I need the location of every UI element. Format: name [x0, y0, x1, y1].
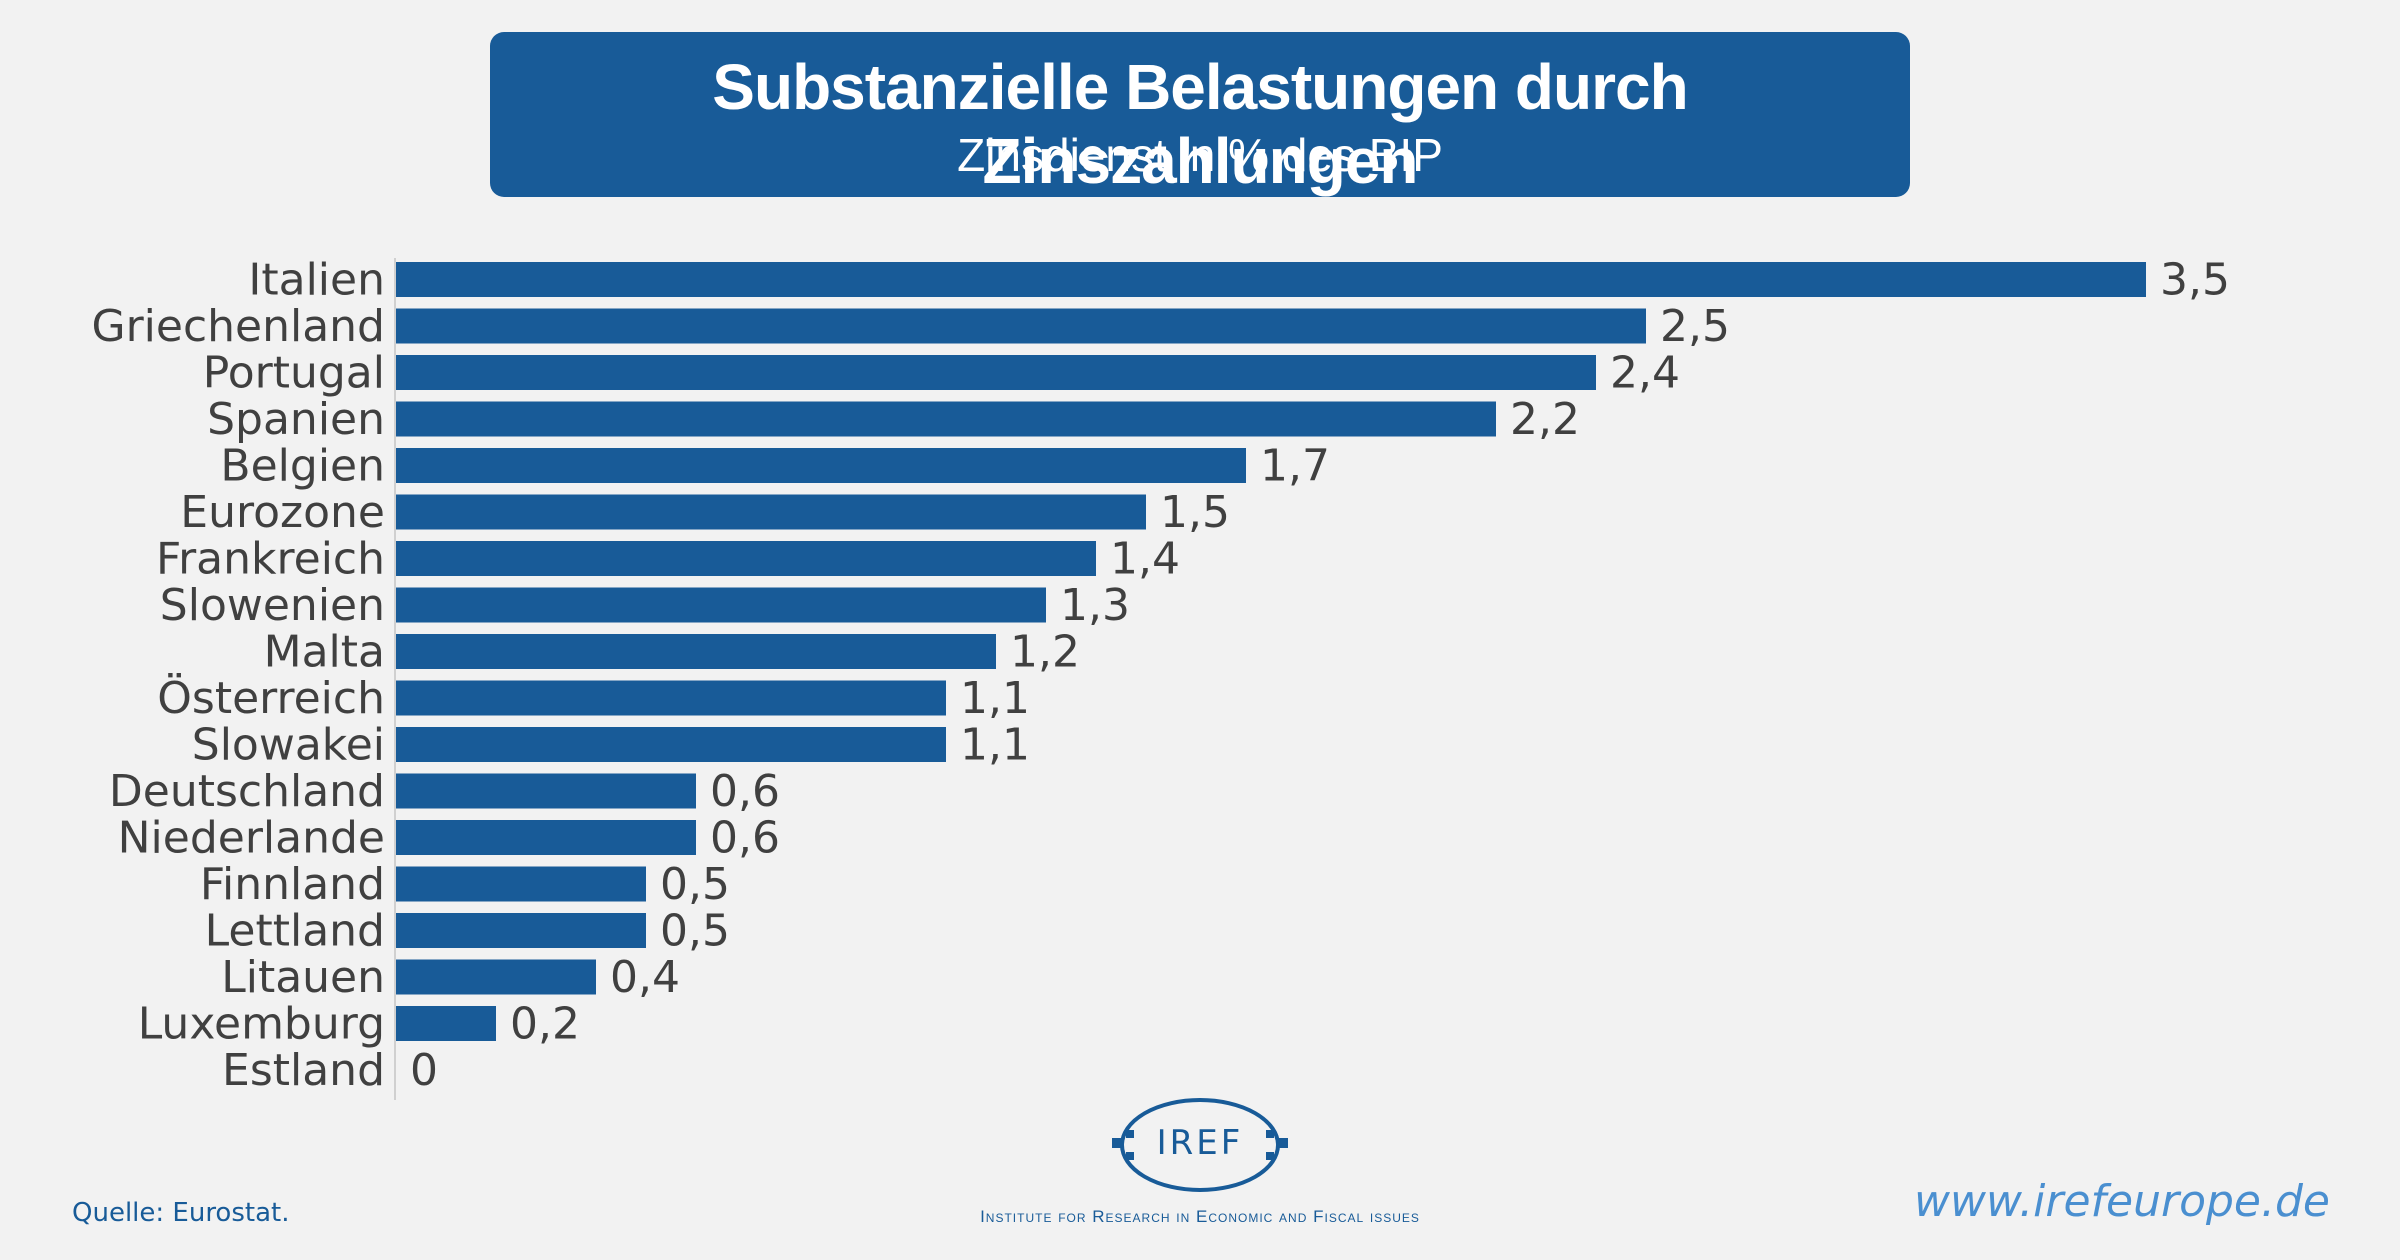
value-label: 1,4 [1110, 534, 1180, 585]
bar-slowakei [396, 727, 946, 762]
bar-deutschland [396, 773, 696, 809]
bar-malta [396, 634, 996, 669]
category-label: Griechenland [91, 301, 385, 352]
category-label: Österreich [157, 672, 385, 724]
value-label: 0,5 [660, 906, 730, 957]
category-label: Frankreich [156, 534, 385, 585]
category-label: Belgien [220, 441, 385, 492]
logo-ellipse-icon [1112, 1098, 1288, 1192]
value-label: 1,1 [960, 720, 1030, 771]
bar-österreich [396, 680, 946, 716]
bar-lettland [396, 913, 646, 948]
value-label: 1,7 [1260, 441, 1330, 492]
institute-name: Institute for Research in Economic and F… [980, 1207, 1420, 1226]
value-label: 2,4 [1610, 348, 1680, 399]
value-label: 1,2 [1010, 627, 1080, 678]
website-link[interactable]: www.irefeurope.de [1914, 1176, 2330, 1227]
category-label: Slowakei [192, 720, 385, 771]
value-label: 1,5 [1160, 487, 1230, 538]
category-label: Malta [264, 627, 385, 678]
bar-slowenien [396, 587, 1046, 623]
category-label: Portugal [203, 348, 385, 399]
bar-portugal [396, 355, 1596, 390]
category-label: Litauen [221, 952, 385, 1003]
value-label: 0,4 [610, 952, 680, 1003]
category-label: Finnland [200, 859, 385, 910]
value-label: 3,5 [2160, 255, 2230, 306]
category-label: Estland [222, 1045, 385, 1096]
title-banner: Substanzielle Belastungen durch Zinszahl… [490, 32, 1910, 197]
bar-niederlande [396, 820, 696, 855]
category-label: Niederlande [118, 813, 385, 864]
value-label: 1,3 [1060, 580, 1130, 631]
value-label: 1,1 [960, 673, 1030, 724]
bar-griechenland [396, 308, 1646, 344]
bar-finnland [396, 866, 646, 902]
value-label: 0 [410, 1045, 438, 1096]
bar-litauen [396, 959, 596, 995]
bar-eurozone [396, 494, 1146, 530]
value-label: 0,2 [510, 999, 580, 1050]
bar-luxemburg [396, 1006, 496, 1041]
chart-title: Substanzielle Belastungen durch Zinszahl… [712, 51, 1688, 197]
value-label: 2,2 [1510, 394, 1580, 445]
bar-spanien [396, 401, 1496, 437]
category-label: Deutschland [109, 766, 385, 817]
value-label: 2,5 [1660, 301, 1730, 352]
value-label: 0,6 [710, 813, 780, 864]
category-label: Spanien [207, 394, 385, 445]
category-label: Lettland [205, 906, 385, 957]
logo-text: IREF [1156, 1123, 1244, 1163]
category-label: Eurozone [180, 487, 385, 538]
chart-subtitle: Zinsdienst in % des BIP [957, 129, 1443, 181]
bar-frankreich [396, 541, 1096, 576]
bar-italien [396, 262, 2146, 297]
category-label: Slowenien [160, 580, 385, 631]
bar-belgien [396, 448, 1246, 483]
category-label: Luxemburg [138, 999, 385, 1050]
value-label: 0,6 [710, 766, 780, 817]
iref-logo: IREF [1100, 1090, 1300, 1200]
category-label: Italien [248, 255, 385, 306]
bars-group: Italien 3,5 Griechenland 2,5 Portugal 2,4 Span… [91, 255, 2230, 1097]
source-note: Quelle: Eurostat. [72, 1198, 290, 1228]
value-label: 0,5 [660, 859, 730, 910]
